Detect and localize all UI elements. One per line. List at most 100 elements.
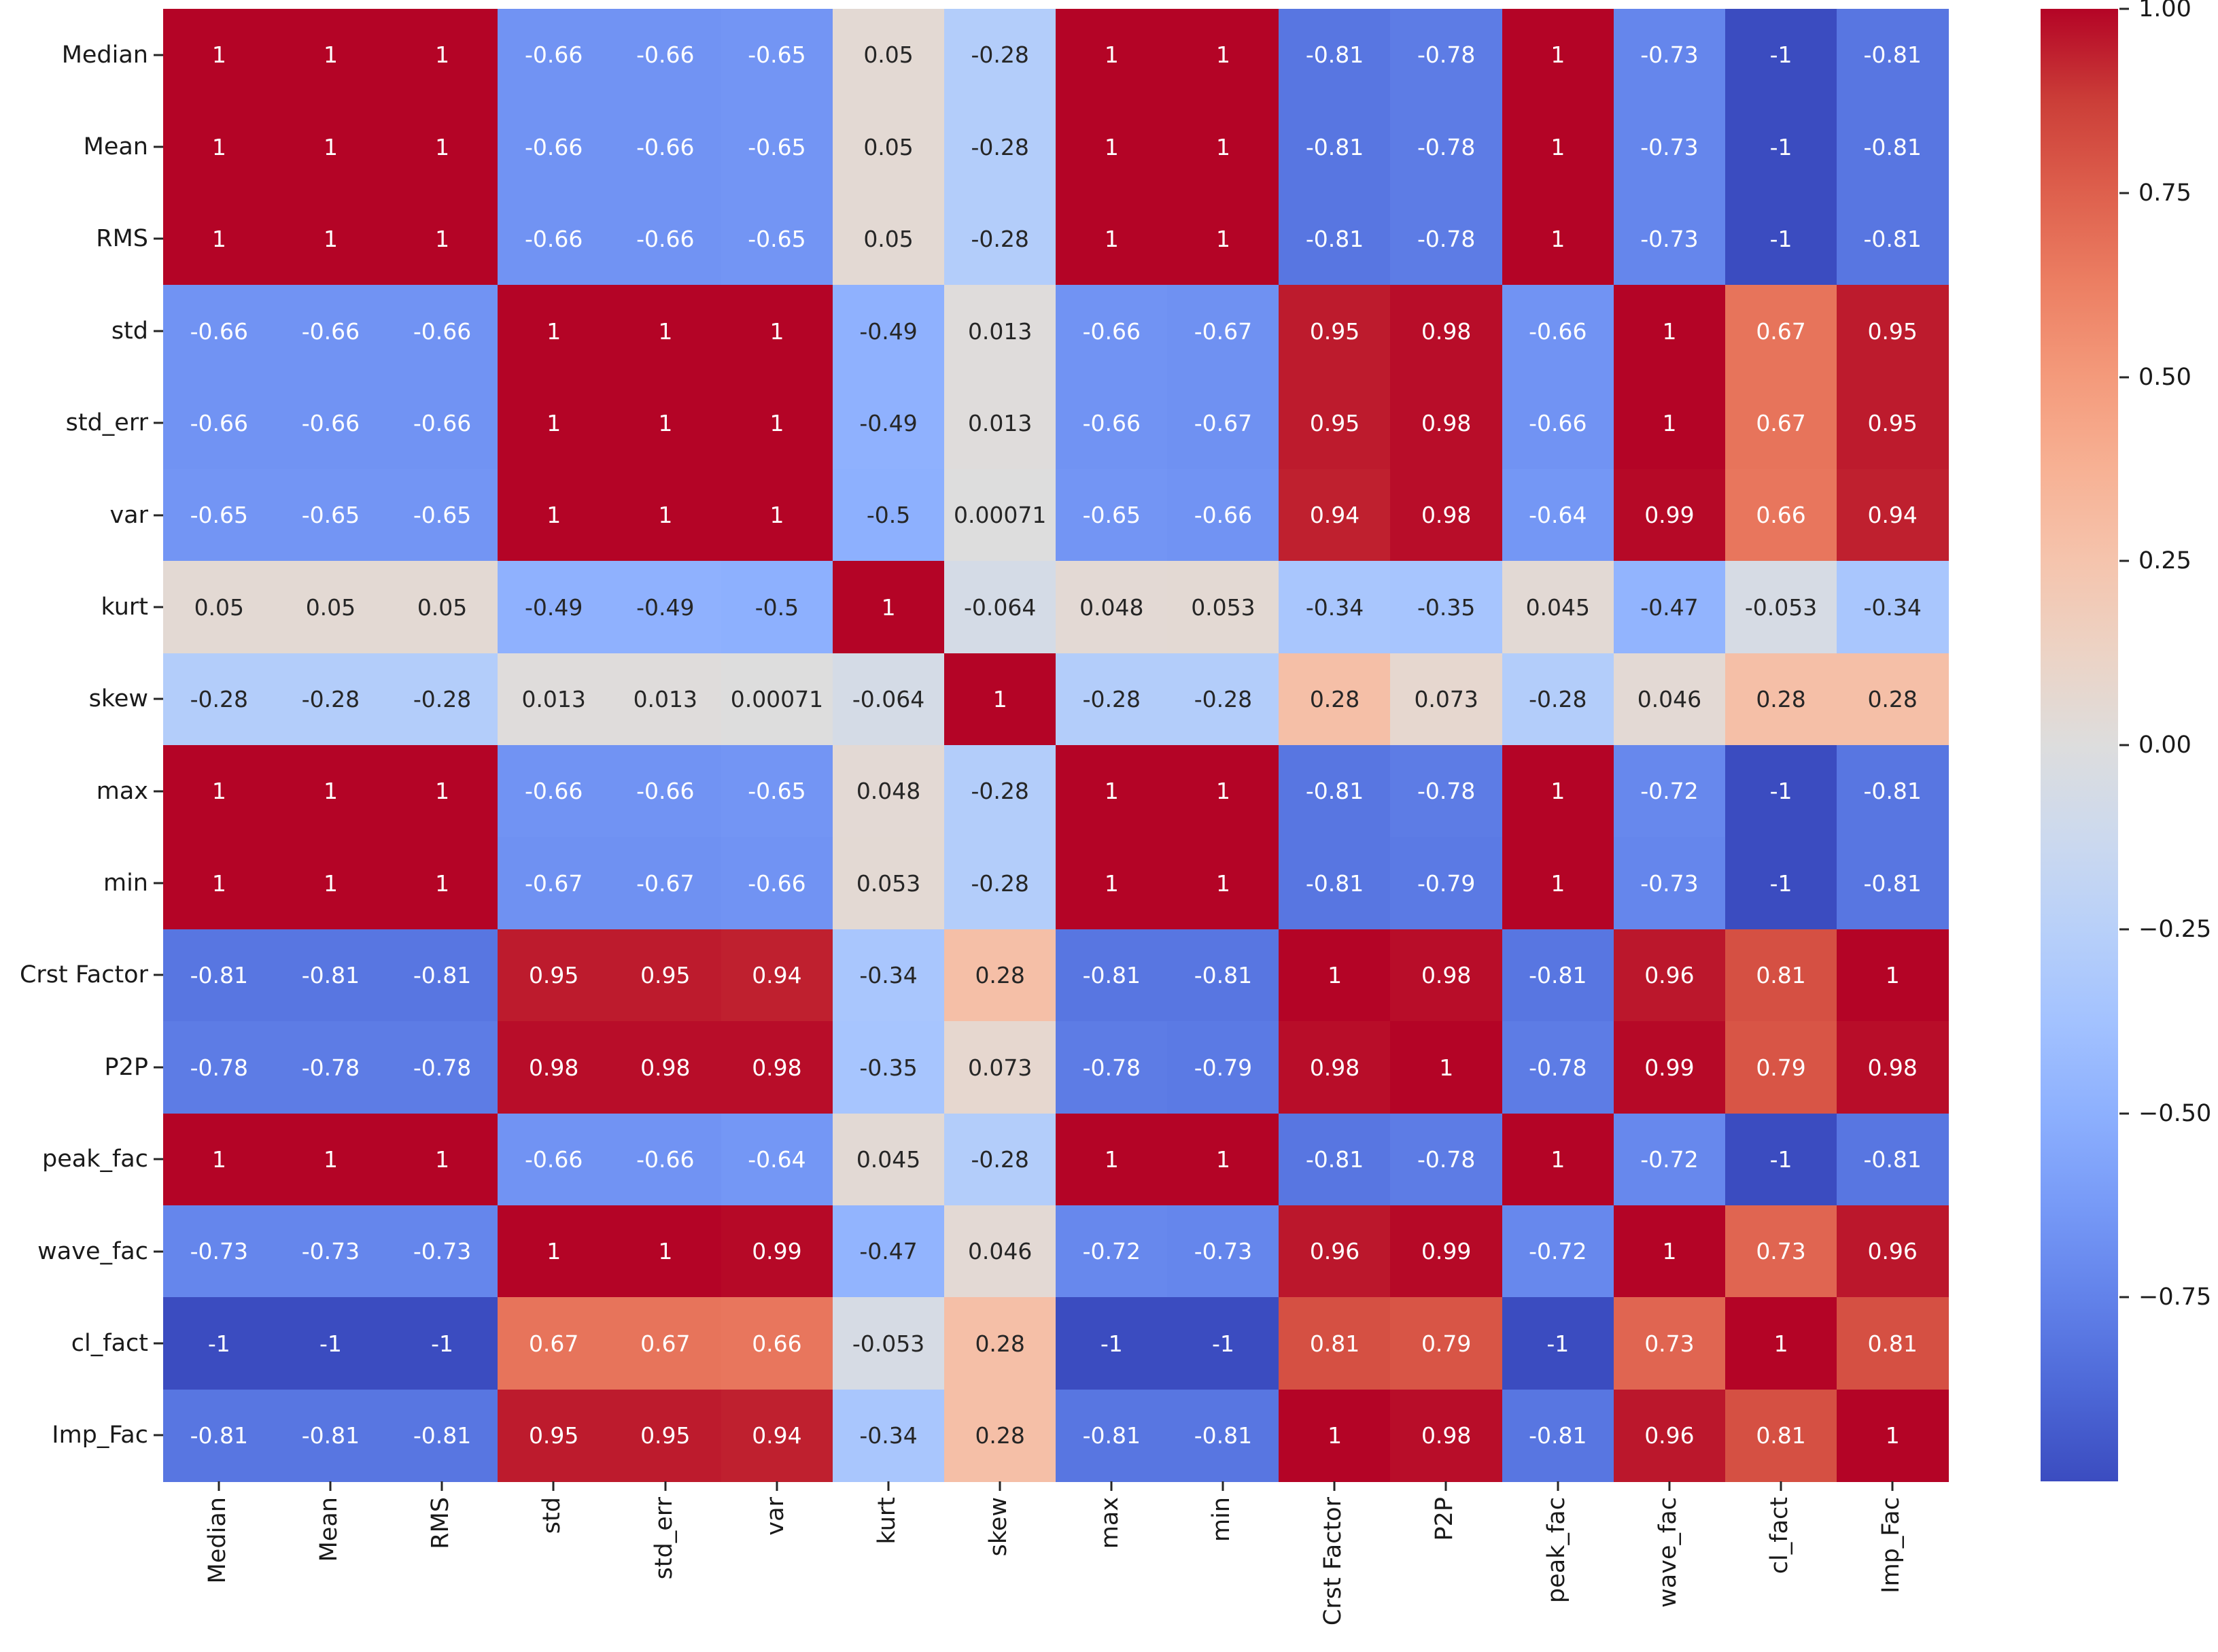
cell-value: 0.048 [1079,593,1144,621]
cell-value: 1 [1215,870,1230,897]
y-tick-mark [154,882,163,884]
cell-value: 1 [211,778,226,805]
cell-value: 0.98 [1309,1054,1360,1081]
cell-value: -0.81 [1863,133,1922,160]
heatmap-cell-Median-P2P: -0.78 [1390,9,1502,101]
cell-value: -0.66 [190,317,248,345]
heatmap-cell-Mean-peak_fac: 1 [1502,101,1614,194]
cell-value: -0.73 [190,1238,248,1265]
heatmap-cell-std-Crst Factor: 0.95 [1279,285,1391,377]
heatmap-cell-wave_fac-RMS: -0.73 [386,1205,498,1298]
heatmap-cell-Imp_Fac-peak_fac: -0.81 [1502,1389,1614,1482]
cell-value: 1 [1104,1146,1119,1173]
cell-value: -0.81 [301,1422,360,1449]
heatmap-cell-Imp_Fac-var: 0.94 [721,1389,833,1482]
heatmap-cell-kurt-min: 0.053 [1167,561,1279,654]
cell-value: 0.66 [1756,502,1806,529]
cell-value: -0.81 [1082,962,1141,989]
cell-value: -1 [1769,41,1792,69]
heatmap-cell-Crst Factor-RMS: -0.81 [386,929,498,1022]
heatmap-cell-std_err-Median: -0.66 [163,377,275,470]
heatmap-cell-wave_fac-min: -0.73 [1167,1205,1279,1298]
heatmap-cell-wave_fac-kurt: -0.47 [832,1205,945,1298]
y-tick-mark [154,974,163,976]
heatmap-cell-min-Crst Factor: -0.81 [1279,837,1391,930]
cell-value: -1 [1769,870,1792,897]
heatmap-cell-P2P-var: 0.98 [721,1021,833,1114]
cell-value: 0.28 [975,962,1025,989]
heatmap-cell-std_err-skew: 0.013 [943,377,1056,470]
x-tick-label-Crst Factor: Crst Factor [1319,1497,1347,1626]
heatmap-cell-wave_fac-std: 1 [498,1205,610,1298]
cell-value: 1 [547,502,561,529]
cell-value: -0.053 [1744,593,1818,621]
heatmap-cell-kurt-std_err: -0.49 [609,561,722,654]
colorbar-tick-label: −0.25 [2138,915,2212,943]
y-tick-label-kurt: kurt [101,593,149,621]
heatmap-cell-wave_fac-Mean: -0.73 [275,1205,387,1298]
heatmap-cell-wave_fac-max: -0.72 [1056,1205,1168,1298]
colorbar-tick-label: −0.50 [2138,1099,2212,1127]
heatmap-cell-peak_fac-peak_fac: 1 [1502,1113,1614,1206]
cell-value: -0.78 [1417,41,1476,69]
heatmap-cell-skew-RMS: -0.28 [386,653,498,746]
heatmap-cell-Crst Factor-var: 0.94 [721,929,833,1022]
y-tick-mark [154,54,163,56]
heatmap-cell-RMS-P2P: -0.78 [1390,192,1502,286]
x-tick-mark [1891,1481,1894,1491]
y-tick-mark [154,1066,163,1069]
heatmap-cell-Mean-Imp_Fac: -0.81 [1836,101,1949,194]
cell-value: 0.05 [863,226,914,253]
cell-value: 0.99 [1644,1054,1695,1081]
heatmap-cell-Imp_Fac-P2P: 0.98 [1390,1389,1502,1482]
heatmap-cell-var-min: -0.66 [1167,468,1279,562]
cell-value: -0.66 [1082,317,1141,345]
cell-value: 0.05 [863,133,914,160]
cell-value: 0.053 [1191,593,1255,621]
cell-value: -0.78 [1417,133,1476,160]
cell-value: 0.96 [1309,1238,1360,1265]
cell-value: 0.00071 [730,686,824,713]
heatmap-cell-cl_fact-Imp_Fac: 0.81 [1836,1297,1949,1390]
cell-value: -0.78 [1417,778,1476,805]
cell-value: -0.81 [1305,778,1364,805]
heatmap-cell-wave_fac-peak_fac: -0.72 [1502,1205,1614,1298]
cell-value: 1 [1215,41,1230,69]
heatmap-cell-P2P-RMS: -0.78 [386,1021,498,1114]
cell-value: 1 [1773,1330,1788,1357]
heatmap-cell-std_err-peak_fac: -0.66 [1502,377,1614,470]
heatmap-cell-Mean-min: 1 [1167,101,1279,194]
heatmap-cell-std-wave_fac: 1 [1613,285,1726,377]
cell-value: 0.98 [528,1054,579,1081]
x-tick-label-skew: skew [984,1497,1012,1557]
heatmap-cell-var-std_err: 1 [609,468,722,562]
cell-value: 0.67 [1756,317,1806,345]
heatmap-cell-RMS-wave_fac: -0.73 [1613,192,1726,286]
cell-value: -0.72 [1529,1238,1587,1265]
heatmap-cell-peak_fac-Crst Factor: -0.81 [1279,1113,1391,1206]
heatmap-cell-cl_fact-kurt: -0.053 [832,1297,945,1390]
cell-value: -0.81 [1305,1146,1364,1173]
heatmap-cell-Median-std: -0.66 [498,9,610,101]
cell-value: 1 [435,133,450,160]
x-tick-label-kurt: kurt [873,1497,901,1545]
cell-value: 0.66 [752,1330,802,1357]
colorbar-tick-label: 0.25 [2138,547,2191,575]
heatmap-cell-cl_fact-Crst Factor: 0.81 [1279,1297,1391,1390]
cell-value: 0.79 [1421,1330,1472,1357]
heatmap-cell-Mean-Median: 1 [163,101,275,194]
heatmap-cell-std_err-std: 1 [498,377,610,470]
heatmap-cell-var-Median: -0.65 [163,468,275,562]
heatmap-cell-P2P-Crst Factor: 0.98 [1279,1021,1391,1114]
heatmap-cell-Imp_Fac-Imp_Fac: 1 [1836,1389,1949,1482]
cell-value: 0.013 [967,409,1033,436]
cell-value: 0.048 [856,778,921,805]
heatmap-cell-Mean-wave_fac: -0.73 [1613,101,1726,194]
cell-value: 0.95 [1867,317,1918,345]
heatmap-cell-RMS-Median: 1 [163,192,275,286]
heatmap-cell-cl_fact-max: -1 [1056,1297,1168,1390]
heatmap-cell-max-kurt: 0.048 [832,745,945,838]
cell-value: 0.28 [975,1422,1025,1449]
cell-value: -0.73 [1640,41,1699,69]
heatmap-cell-Median-var: -0.65 [721,9,833,101]
